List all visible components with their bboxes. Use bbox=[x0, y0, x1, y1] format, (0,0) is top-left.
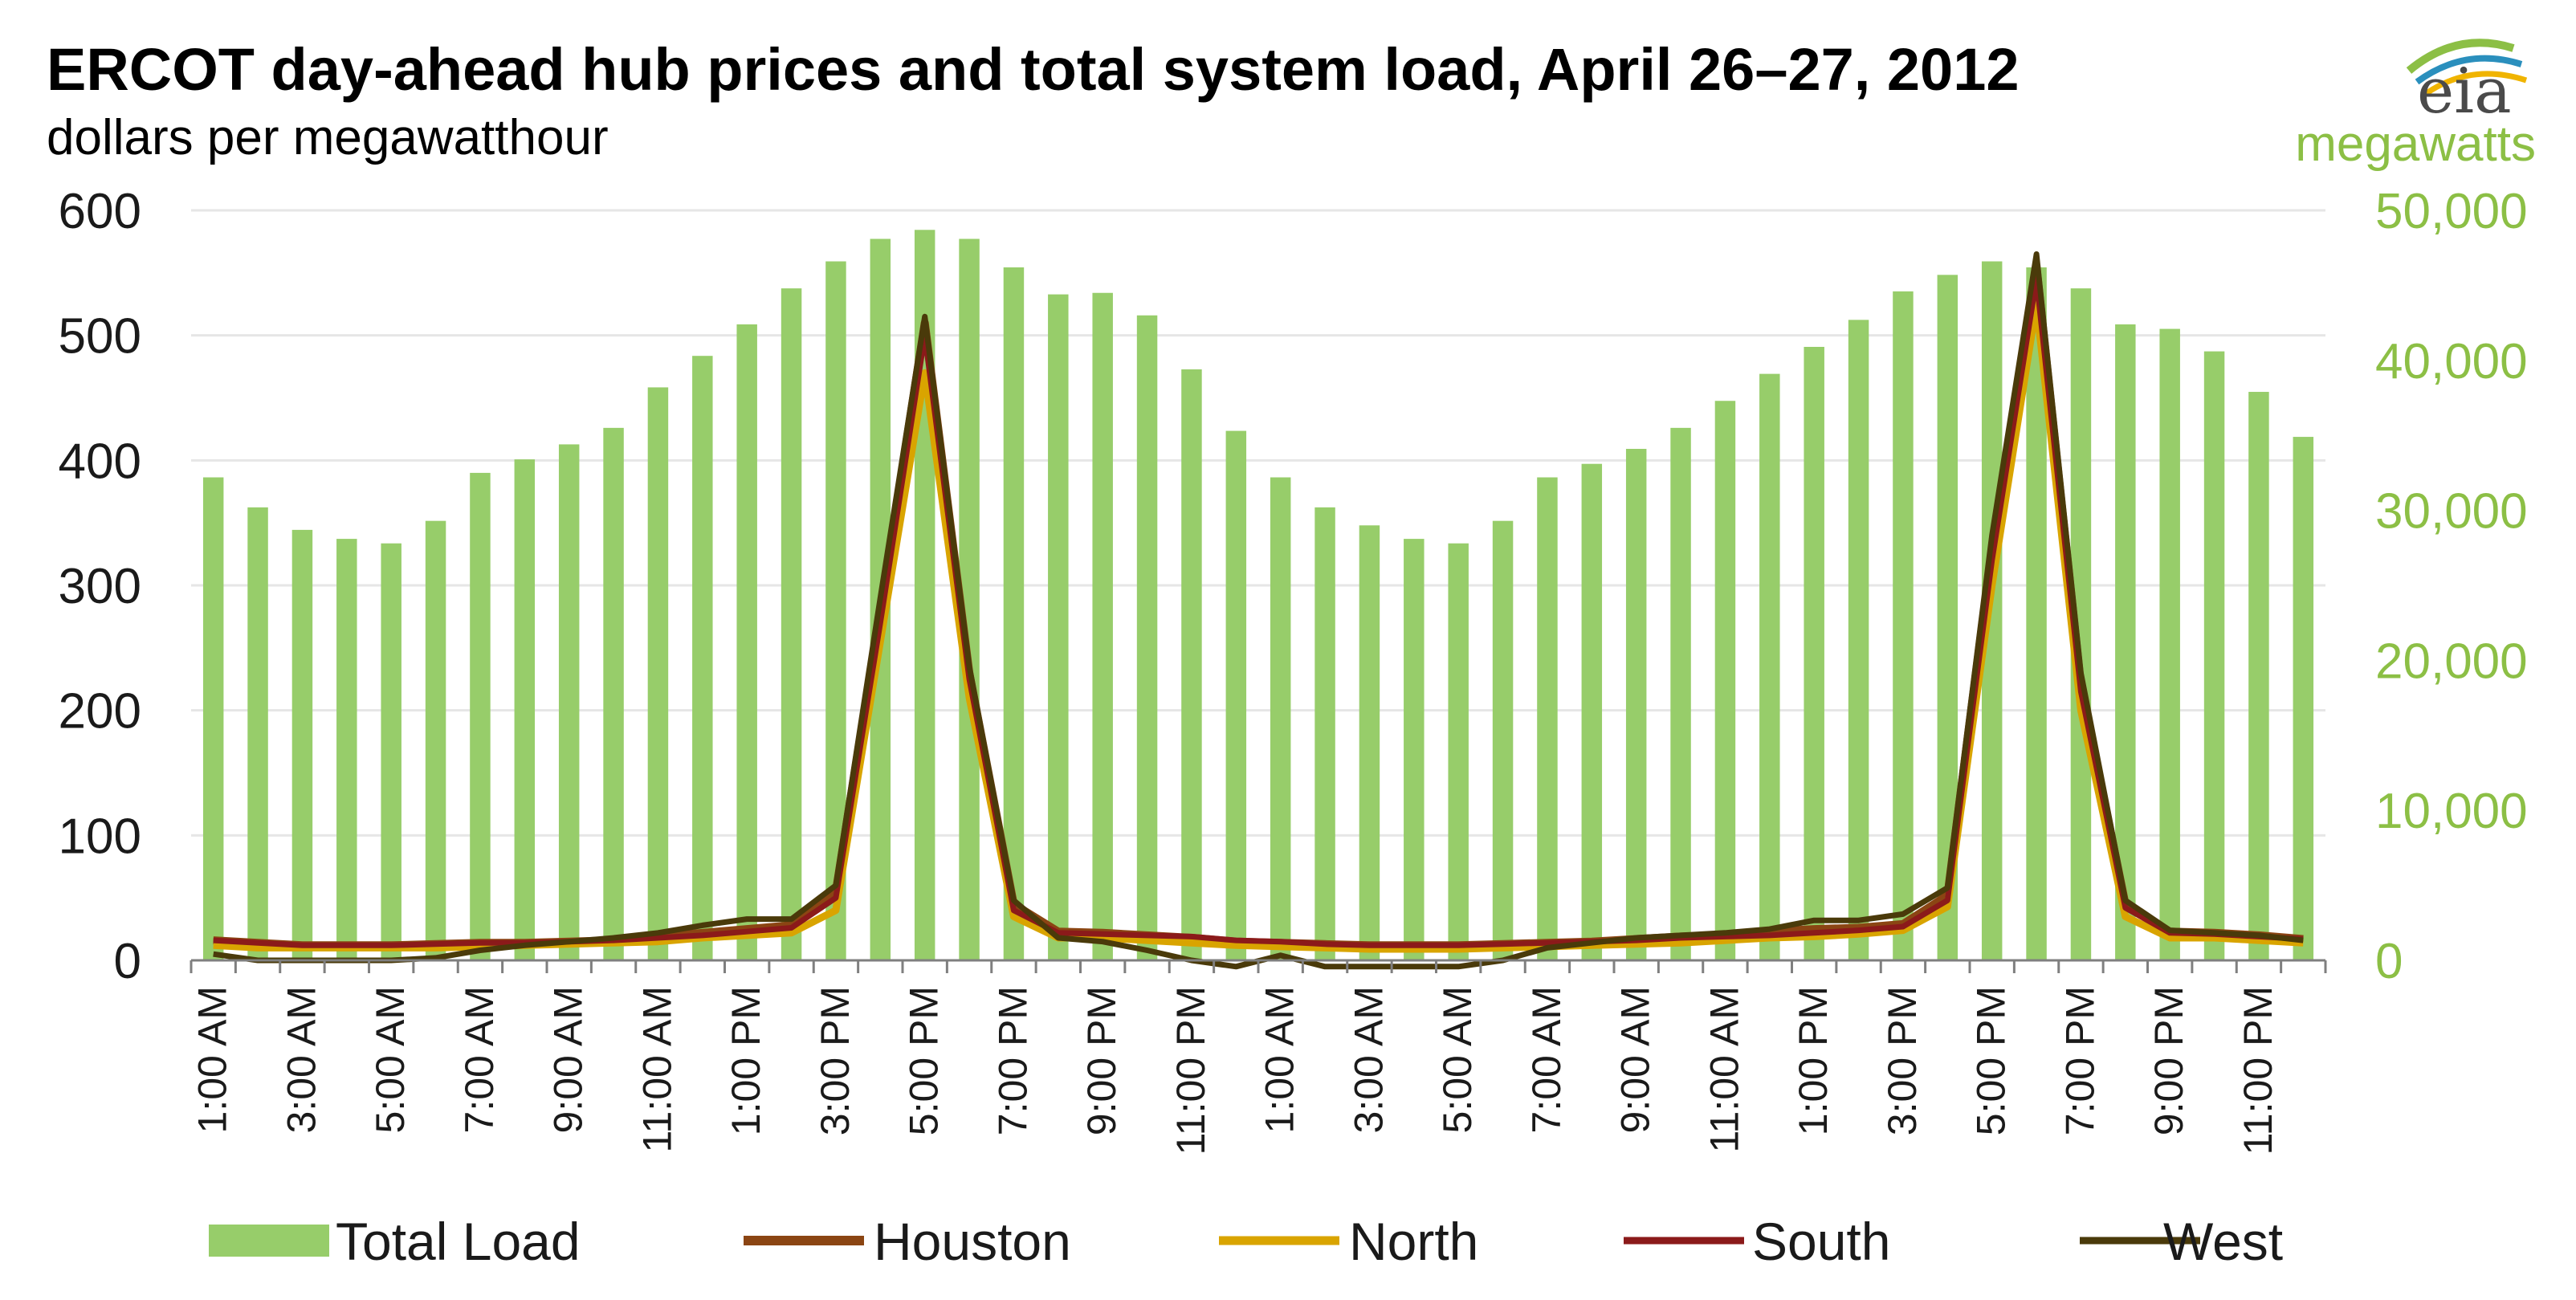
eia-logo-arc-blue bbox=[2415, 55, 2523, 85]
chart-title: ERCOT day-ahead hub prices and total sys… bbox=[47, 36, 2020, 103]
legend-swatch-total-load bbox=[209, 1225, 329, 1257]
x-tick-label-6: 1:00 PM bbox=[723, 986, 768, 1135]
x-tick-label-2: 5:00 AM bbox=[368, 986, 413, 1133]
bar-total-load-10 bbox=[647, 387, 669, 960]
left-tick-label-100: 100 bbox=[59, 809, 141, 864]
eia-logo-arc-yellow bbox=[2425, 71, 2528, 96]
bar-total-load-44 bbox=[2159, 328, 2180, 960]
x-tick-label-17: 11:00 AM bbox=[1702, 986, 1747, 1153]
x-tick-label-11: 11:00 PM bbox=[1168, 986, 1213, 1155]
left-tick-label-400: 400 bbox=[59, 434, 141, 489]
x-tick-label-3: 7:00 AM bbox=[457, 986, 502, 1133]
bar-total-load-24 bbox=[1270, 477, 1291, 960]
bar-total-load-21 bbox=[1136, 315, 1158, 960]
bar-total-load-32 bbox=[1625, 449, 1647, 960]
x-tick-label-8: 5:00 PM bbox=[902, 986, 947, 1135]
x-tick-label-15: 7:00 AM bbox=[1524, 986, 1569, 1133]
x-tick-label-16: 9:00 AM bbox=[1613, 986, 1658, 1133]
bar-total-load-19 bbox=[1048, 294, 1069, 960]
bar-total-load-12 bbox=[736, 324, 757, 960]
x-tick-label-23: 11:00 PM bbox=[2236, 986, 2280, 1155]
bar-total-load-3 bbox=[336, 539, 357, 960]
bar-total-load-22 bbox=[1181, 369, 1202, 960]
bar-total-load-27 bbox=[1404, 539, 1425, 960]
right-tick-label-20,000: 20,000 bbox=[2375, 634, 2528, 689]
bar-total-load-28 bbox=[1448, 543, 1469, 960]
x-tick-label-7: 3:00 PM bbox=[813, 986, 858, 1135]
x-tick-label-9: 7:00 PM bbox=[990, 986, 1035, 1135]
x-tick-label-0: 1:00 AM bbox=[190, 986, 235, 1133]
bar-total-load-36 bbox=[1804, 346, 1824, 960]
price-lines bbox=[213, 251, 2304, 970]
x-axis-ticks: 1:00 AM 3:00 AM 5:00 AM 7:00 AM 9:00 AM 11:00… bbox=[190, 986, 2280, 1155]
bar-total-load-13 bbox=[781, 288, 802, 960]
left-tick-label-200: 200 bbox=[59, 684, 141, 740]
bar-total-load-33 bbox=[1670, 427, 1691, 960]
x-tick-label-4: 9:00 AM bbox=[546, 986, 591, 1133]
x-tick-label-20: 5:00 PM bbox=[1969, 986, 2014, 1135]
bar-total-load-2 bbox=[291, 529, 313, 960]
bar-total-load-18 bbox=[1003, 267, 1025, 960]
x-tick-label-12: 1:00 AM bbox=[1257, 986, 1302, 1133]
x-tick-label-14: 5:00 AM bbox=[1435, 986, 1480, 1133]
bar-total-load-6 bbox=[470, 472, 491, 960]
legend-label-north: North bbox=[1349, 1212, 1478, 1271]
right-tick-label-0: 0 bbox=[2375, 934, 2403, 989]
legend-label-total-load: Total Load bbox=[336, 1212, 581, 1271]
bar-total-load-4 bbox=[381, 543, 401, 960]
bar-total-load-47 bbox=[2293, 437, 2314, 960]
x-tick-label-5: 11:00 AM bbox=[634, 986, 679, 1153]
bar-total-load-34 bbox=[1714, 401, 1736, 961]
left-tick-label-600: 600 bbox=[59, 184, 141, 239]
left-tick-label-0: 0 bbox=[114, 934, 141, 989]
right-y-axis-ticks: 0 10,000 20,000 30,000 40,000 50,000 bbox=[2375, 184, 2528, 989]
x-tick-label-13: 3:00 AM bbox=[1346, 986, 1391, 1133]
left-tick-label-300: 300 bbox=[59, 559, 141, 614]
left-y-axis-ticks: 0 100 200 300 400 500 600 bbox=[59, 184, 141, 989]
bar-total-load-31 bbox=[1581, 463, 1603, 960]
left-axis-unit: dollars per megawatthour bbox=[47, 110, 609, 165]
gridlines bbox=[191, 209, 2325, 837]
x-tick-label-22: 9:00 PM bbox=[2146, 986, 2191, 1135]
bar-total-load-0 bbox=[202, 477, 224, 960]
bar-total-load-11 bbox=[692, 356, 713, 960]
right-tick-label-50,000: 50,000 bbox=[2375, 184, 2528, 239]
x-tick-label-21: 7:00 PM bbox=[2057, 986, 2102, 1135]
x-tick-label-1: 3:00 AM bbox=[279, 986, 324, 1133]
x-tick-label-19: 3:00 PM bbox=[1880, 986, 1925, 1135]
bar-total-load-5 bbox=[425, 520, 446, 960]
eia-logo-arc-green bbox=[2406, 39, 2515, 74]
x-tick-label-18: 1:00 PM bbox=[1791, 986, 1836, 1135]
right-tick-label-30,000: 30,000 bbox=[2375, 484, 2528, 540]
bar-total-load-20 bbox=[1092, 292, 1113, 960]
bar-total-load-1 bbox=[247, 507, 268, 960]
bar-total-load-30 bbox=[1537, 477, 1558, 960]
legend-label-west: West bbox=[2163, 1212, 2283, 1271]
legend: Total Load Houston North South West bbox=[209, 1212, 2283, 1271]
bar-total-load-7 bbox=[514, 459, 536, 960]
left-tick-label-500: 500 bbox=[59, 309, 141, 365]
bar-total-load-23 bbox=[1225, 430, 1247, 960]
bar-total-load-29 bbox=[1492, 520, 1514, 960]
bar-total-load-38 bbox=[1893, 291, 1914, 960]
axes bbox=[190, 959, 2327, 973]
total-load-bars bbox=[202, 230, 2314, 961]
bar-total-load-25 bbox=[1314, 507, 1335, 960]
x-tick-label-10: 9:00 PM bbox=[1079, 986, 1124, 1135]
right-tick-label-10,000: 10,000 bbox=[2375, 784, 2528, 839]
right-axis-unit: megawatts bbox=[2295, 116, 2536, 172]
legend-label-south: South bbox=[1752, 1212, 1890, 1271]
bar-total-load-46 bbox=[2248, 392, 2269, 960]
right-tick-label-40,000: 40,000 bbox=[2375, 334, 2528, 389]
bar-total-load-26 bbox=[1359, 525, 1380, 960]
bar-total-load-8 bbox=[558, 444, 580, 960]
bar-total-load-37 bbox=[1848, 320, 1869, 960]
bar-total-load-9 bbox=[603, 427, 624, 960]
eia-logo-text: eia bbox=[2417, 55, 2512, 128]
legend-label-houston: Houston bbox=[874, 1212, 1071, 1271]
bar-total-load-45 bbox=[2203, 351, 2225, 960]
eia-logo: eia bbox=[2406, 39, 2528, 128]
bar-total-load-35 bbox=[1759, 373, 1780, 960]
